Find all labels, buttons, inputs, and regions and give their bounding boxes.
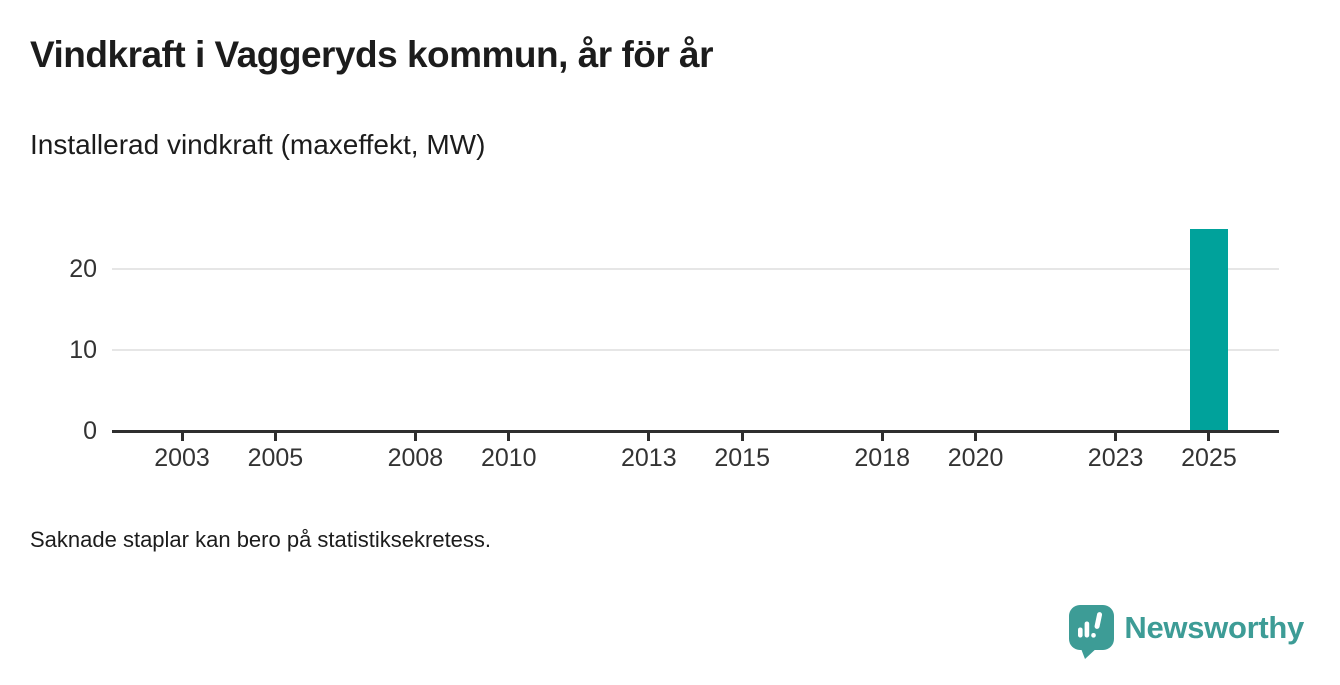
chart-subtitle: Installerad vindkraft (maxeffekt, MW) bbox=[30, 129, 486, 160]
x-axis-tick-label: 2008 bbox=[387, 444, 444, 472]
y-axis-tick-label: 0 bbox=[83, 417, 97, 445]
x-axis-tick-label: 2005 bbox=[247, 444, 304, 472]
x-axis-tick-label: 2015 bbox=[714, 444, 770, 472]
chart-title: Vindkraft i Vaggeryds kommun, år för år bbox=[30, 34, 714, 75]
gridline-y-20 bbox=[112, 268, 1279, 271]
x-axis-tick-label: 2025 bbox=[1181, 444, 1237, 472]
y-axis-tick-label: 20 bbox=[69, 255, 97, 284]
brand-name: Newsworthy bbox=[1124, 610, 1304, 645]
x-axis-tick bbox=[180, 433, 184, 441]
x-axis-tick bbox=[273, 433, 277, 441]
x-axis-tick-label: 2013 bbox=[621, 444, 677, 472]
x-axis-tick-label: 2023 bbox=[1087, 444, 1144, 472]
bar-2025 bbox=[1189, 229, 1228, 431]
newsworthy-logo-icon bbox=[1069, 605, 1115, 659]
x-axis-tick bbox=[1207, 433, 1211, 441]
x-axis-line bbox=[112, 430, 1279, 433]
x-axis-tick bbox=[740, 433, 744, 441]
footnote: Saknade staplar kan bero på statistiksek… bbox=[30, 527, 492, 552]
x-axis-tick-label: 2020 bbox=[947, 444, 1004, 472]
x-axis-tick-label: 2003 bbox=[154, 444, 210, 472]
brand-logo: Newsworthy bbox=[1068, 604, 1304, 660]
x-axis-tick bbox=[880, 433, 884, 441]
x-axis-tick bbox=[647, 433, 651, 441]
x-axis-tick bbox=[413, 433, 417, 441]
gridline-y-10 bbox=[112, 349, 1279, 352]
x-axis-tick bbox=[507, 433, 511, 441]
plot-area: 0 10 20 2003 2005 2008 2010 2013 2015 2018 2020 202… bbox=[69, 229, 1279, 472]
x-axis-tick-label: 2018 bbox=[854, 444, 911, 472]
x-axis-tick-label: 2010 bbox=[480, 444, 537, 472]
x-axis-tick bbox=[974, 433, 978, 441]
x-axis-tick bbox=[1114, 433, 1118, 441]
y-axis-tick-label: 10 bbox=[69, 336, 97, 365]
